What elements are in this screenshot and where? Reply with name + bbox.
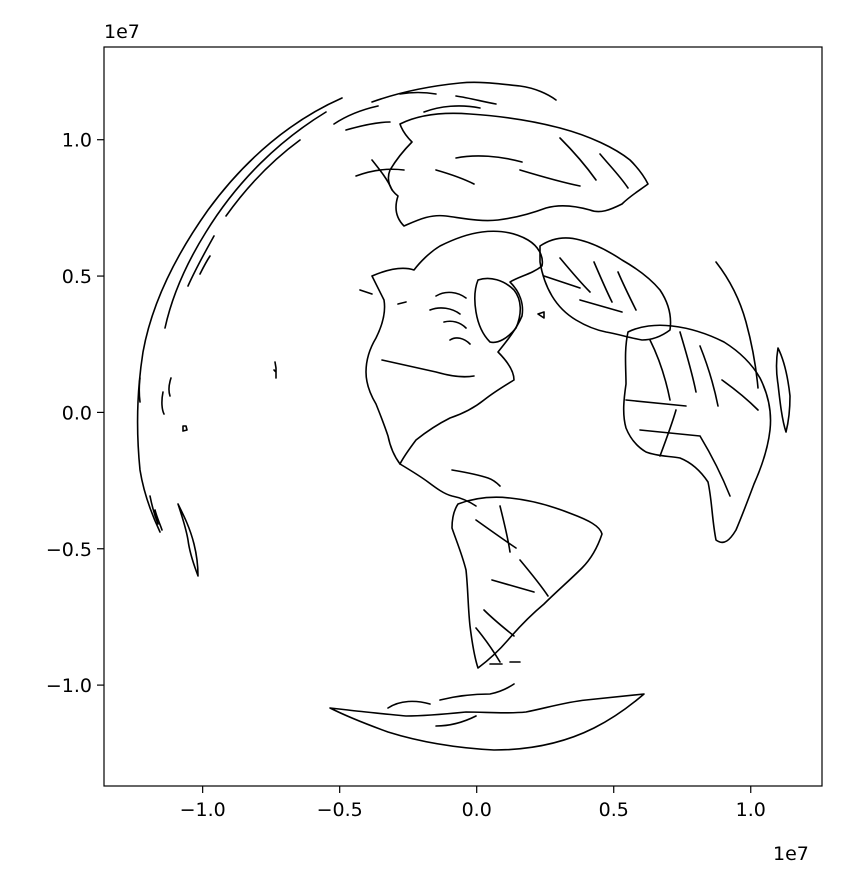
y-tick-label: 1.0 (62, 130, 92, 152)
x-axis: −1.0 −0.5 0.0 0.5 1.0 (180, 786, 766, 821)
coastline-west-limb-islands (138, 139, 301, 415)
y-axis: 1.0 0.5 0.0 −0.5 −1.0 (46, 130, 104, 697)
x-tick-label: 0.5 (599, 799, 629, 821)
y-tick-label: 0.5 (62, 266, 92, 288)
x-tick-label: 0.0 (462, 799, 492, 821)
hawaii-island (273, 361, 277, 379)
south-america-outline (451, 496, 603, 669)
coastline-west-limb-inner (164, 111, 327, 329)
madagascar-outline (775, 347, 791, 433)
africa-east-coast-arc (715, 261, 759, 389)
arctic-coast-north (333, 81, 557, 131)
africa-borders (625, 331, 759, 497)
y-tick-label: −0.5 (46, 539, 92, 561)
central-america-outline (399, 463, 501, 507)
antarctic-peninsula (387, 683, 515, 727)
x-tick-label: 1.0 (736, 799, 766, 821)
y-tick-label: −1.0 (46, 675, 92, 697)
x-tick-label: −0.5 (317, 799, 363, 821)
japan-outline (177, 503, 199, 577)
coastline-west-limb-outer (136, 97, 343, 533)
europe-outline (539, 237, 672, 341)
arctic-islands (359, 289, 545, 345)
russia-outline (387, 112, 649, 227)
x-tick-label: −1.0 (180, 799, 226, 821)
axes-frame (103, 46, 823, 787)
philippines-outline (149, 495, 163, 531)
y-offset-label: 1e7 (104, 21, 140, 43)
north-america-outline (365, 230, 544, 465)
south-america-borders (475, 505, 549, 663)
map-layer (136, 81, 791, 751)
africa-outline (622, 324, 772, 544)
small-island (182, 425, 188, 432)
europe-borders (543, 257, 637, 313)
canada-us-border (381, 359, 475, 378)
tierra-del-fuego (489, 661, 521, 665)
greenland-outline (473, 277, 522, 344)
x-offset-label: 1e7 (773, 843, 809, 865)
y-tick-label: 0.0 (62, 402, 92, 424)
antarctica-outline (329, 693, 645, 751)
eurasia-interior-borders (355, 137, 629, 191)
